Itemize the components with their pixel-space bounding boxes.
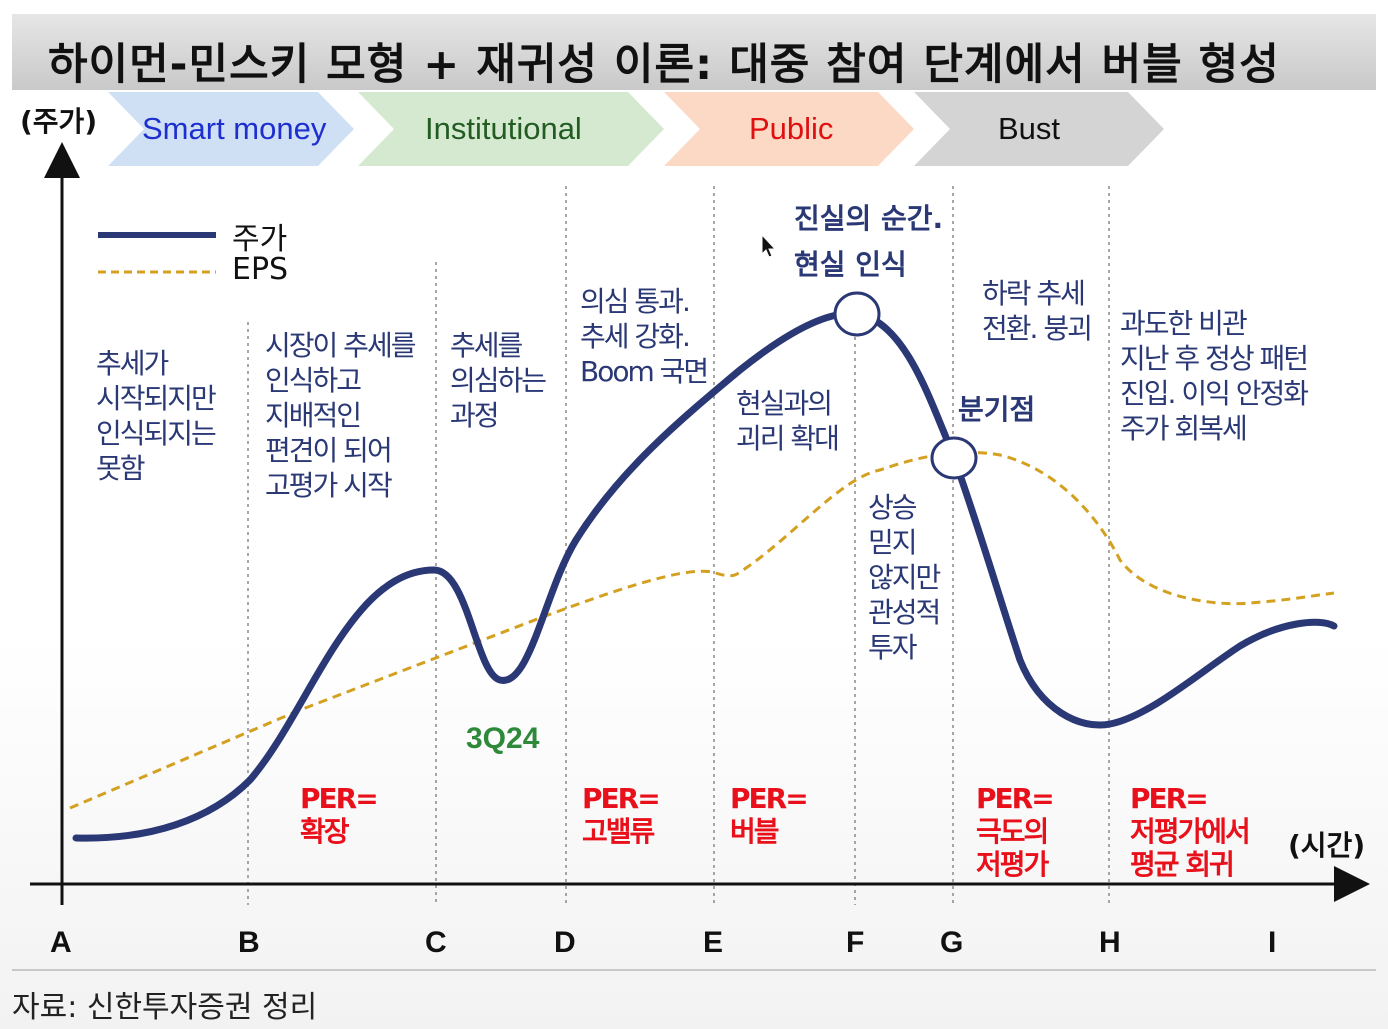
annotation-recovery: 과도한 비관 지난 후 정상 패턴 진입. 이익 안정화 주가 회복세: [1120, 307, 1309, 445]
legend-label-eps: EPS: [232, 252, 289, 287]
per-label-d: PER= 고밸류: [582, 782, 661, 848]
source-note: 자료: 신한투자증권 정리: [12, 990, 318, 1025]
x-axis-label: (시간): [1288, 829, 1366, 862]
per-label-g: PER= 극도의 저평가: [976, 782, 1055, 881]
phase-arrow-bust: [914, 92, 1164, 166]
eps-line: [69, 450, 1335, 810]
phase-arrow-public: [664, 92, 914, 166]
peak-marker: [833, 291, 881, 337]
y-axis-label: (주가): [20, 105, 98, 138]
price-line: [72, 310, 1338, 842]
annotation-moment-of-truth: 진실의 순간. 현실 인식: [794, 202, 944, 281]
phase-label-institutional: Institutional: [425, 111, 582, 146]
per-label-b: PER= 확장: [300, 782, 379, 848]
tick-f: F: [846, 926, 865, 959]
tick-g: G: [940, 926, 964, 959]
phase-label-bust: Bust: [998, 111, 1061, 146]
annotation-divergence-point: 분기점: [958, 393, 1036, 426]
marker-3q24: 3Q24: [466, 722, 540, 755]
annotation-inertia-investing: 상승 믿지 않지만 관성적 투자: [868, 491, 941, 664]
tick-c: C: [425, 926, 447, 959]
phase-arrow-institutional: [358, 92, 664, 166]
per-label-e: PER= 버블: [730, 782, 809, 848]
annotation-c: 추세를 의심하는 과정: [450, 329, 547, 432]
title-bar: 하이먼-민스키 모형 + 재귀성 이론: 대중 참여 단계에서 버블 형성: [12, 14, 1376, 90]
phase-label-public: Public: [749, 111, 834, 146]
tick-a: A: [50, 926, 72, 959]
legend-label-price: 주가: [232, 222, 288, 257]
divergence-marker: [930, 436, 978, 480]
annotation-d: 의심 통과. 추세 강화. Boom 국면: [580, 285, 709, 388]
tick-i: I: [1268, 926, 1277, 959]
annotation-a: 추세가 시작되지만 인식되지는 못함: [96, 347, 217, 485]
tick-h: H: [1099, 926, 1121, 959]
per-label-h: PER= 저평가에서 평균 회귀: [1130, 782, 1251, 881]
phase-label-smart-money: Smart money: [142, 111, 327, 146]
annotation-downtrend: 하락 추세 전환. 붕괴: [982, 277, 1093, 345]
mouse-cursor-icon: [761, 234, 777, 258]
phase-dividers: [247, 186, 1110, 905]
annotation-b: 시장이 추세를 인식하고 지배적인 편견이 되어 고평가 시작: [265, 329, 416, 502]
phase-arrows: [108, 92, 1164, 166]
annotation-e: 현실과의 괴리 확대: [736, 387, 840, 455]
tick-b: B: [238, 926, 260, 959]
tick-d: D: [554, 926, 576, 959]
page-title: 하이먼-민스키 모형 + 재귀성 이론: 대중 참여 단계에서 버블 형성: [48, 40, 1280, 90]
tick-e: E: [703, 926, 724, 959]
phase-arrow-smart-money: [108, 92, 354, 166]
